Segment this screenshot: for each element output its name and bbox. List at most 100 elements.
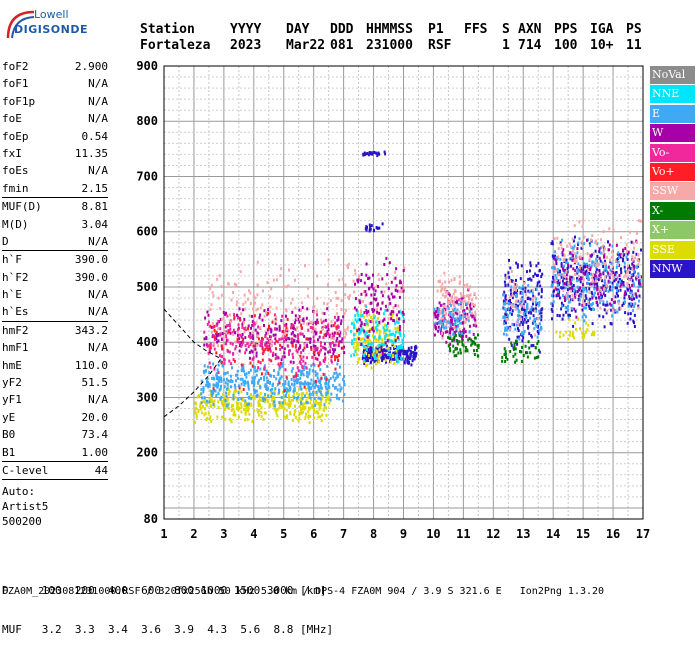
echo-point: [381, 277, 384, 281]
echo-point: [290, 337, 293, 341]
echo-point: [407, 355, 410, 359]
echo-point: [603, 279, 606, 283]
echo-point: [442, 325, 444, 329]
echo-point: [205, 418, 208, 422]
echo-point: [581, 257, 584, 260]
echo-point: [504, 321, 507, 325]
echo-point: [297, 395, 299, 399]
echo-point: [584, 330, 587, 334]
echo-point: [527, 296, 530, 300]
echo-point: [408, 360, 410, 364]
echo-point: [302, 373, 305, 377]
echo-point: [210, 283, 213, 287]
echo-point: [446, 290, 449, 294]
echo-point: [229, 320, 232, 324]
echo-point: [301, 370, 304, 374]
echo-point: [259, 326, 262, 330]
echo-point: [517, 322, 520, 326]
echo-point: [297, 369, 300, 373]
echo-point: [316, 346, 319, 350]
echo-point: [377, 360, 380, 364]
echo-point: [362, 358, 365, 362]
echo-point: [338, 334, 341, 338]
echo-point: [459, 280, 462, 284]
echo-point: [250, 326, 252, 330]
echo-point: [561, 286, 564, 290]
echo-point: [637, 273, 640, 277]
echo-point: [397, 304, 400, 308]
echo-point: [539, 284, 542, 288]
echo-point: [291, 418, 294, 422]
echo-point: [443, 319, 446, 323]
echo-point: [450, 299, 453, 303]
echo-point: [235, 283, 238, 287]
echo-point: [292, 326, 295, 330]
echo-point: [307, 414, 310, 418]
echo-point: [269, 339, 272, 343]
echo-point: [434, 313, 437, 317]
echo-point: [223, 361, 226, 365]
echo-point: [464, 319, 467, 323]
echo-point: [573, 259, 576, 263]
legend-item-x: X+: [650, 221, 695, 240]
echo-point: [592, 279, 594, 283]
param-name: foEs: [2, 164, 29, 178]
x-tick-label: 13: [516, 527, 530, 541]
echo-point: [609, 285, 612, 289]
echo-point: [234, 413, 237, 417]
echo-point: [392, 312, 395, 316]
echo-point: [504, 273, 507, 277]
echo-point: [312, 393, 315, 397]
echo-point: [638, 281, 640, 285]
echo-point: [531, 308, 534, 312]
echo-point: [279, 343, 282, 347]
echo-point: [211, 322, 214, 325]
echo-point: [520, 320, 523, 324]
echo-point: [274, 322, 277, 326]
echo-point: [308, 368, 311, 372]
echo-point: [381, 294, 384, 298]
echo-point: [377, 317, 380, 320]
x-tick-label: 1: [160, 527, 167, 541]
echo-point: [194, 402, 197, 405]
echo-point: [256, 293, 259, 297]
echo-point: [206, 310, 209, 314]
muf-line: MUF 3.2 3.3 3.4 3.6 3.9 4.3 5.6 8.8 [MHz…: [2, 623, 334, 636]
echo-point: [632, 266, 635, 270]
echo-point: [615, 271, 618, 274]
echo-point: [581, 303, 584, 307]
echo-point: [367, 339, 370, 343]
echo-point: [632, 293, 635, 297]
echo-point: [384, 309, 387, 313]
echo-point: [365, 228, 368, 232]
echo-point: [444, 295, 446, 299]
echo-point: [540, 325, 543, 329]
echo-point: [255, 344, 258, 348]
echo-point: [474, 310, 477, 314]
echo-point: [332, 350, 335, 353]
echo-point: [578, 302, 581, 306]
echo-point: [576, 290, 579, 294]
echo-point: [581, 244, 584, 248]
echo-point: [602, 284, 605, 288]
echo-point: [460, 301, 463, 305]
echo-point: [598, 297, 601, 301]
echo-point: [292, 360, 295, 364]
echo-point: [593, 277, 596, 281]
echo-point: [285, 285, 288, 289]
echo-point: [363, 315, 366, 319]
echo-point: [244, 409, 247, 413]
echo-point: [597, 295, 600, 299]
echo-point: [390, 339, 393, 343]
echo-point: [250, 403, 253, 407]
echo-point: [301, 332, 304, 336]
echo-point: [577, 241, 580, 245]
echo-point: [456, 308, 459, 312]
echo-point: [256, 283, 259, 287]
echo-point: [376, 152, 379, 156]
echo-point: [590, 238, 592, 242]
ionospheric-parameters: foF2 2.900 foF1 N/A foF1p N/A foE N/A foEp 0.54 fx…: [2, 58, 108, 481]
echo-point: [502, 316, 505, 319]
echo-point: [474, 321, 477, 325]
echo-point: [585, 306, 587, 310]
